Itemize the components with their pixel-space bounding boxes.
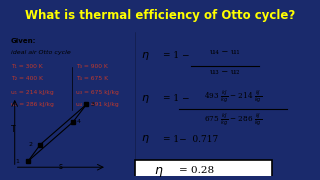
- Text: = 0.28: = 0.28: [179, 166, 214, 175]
- Text: u₃ = 675 kJ/kg: u₃ = 675 kJ/kg: [76, 90, 119, 95]
- Text: T₁ = 300 K: T₁ = 300 K: [11, 64, 43, 69]
- Text: $\eta$: $\eta$: [141, 133, 150, 145]
- Text: 675 $\frac{kJ}{kg}$ − 286 $\frac{kJ}{kg}$: 675 $\frac{kJ}{kg}$ − 286 $\frac{kJ}{kg}…: [204, 112, 262, 129]
- Text: ideal air Otto cycle: ideal air Otto cycle: [11, 50, 71, 55]
- Text: u₃ − u₂: u₃ − u₂: [211, 68, 240, 76]
- Text: = 1 −: = 1 −: [163, 51, 190, 60]
- Text: $\eta$: $\eta$: [141, 50, 150, 62]
- Text: $\eta$: $\eta$: [154, 165, 163, 179]
- Text: u₂ = 286 kJ/kg: u₂ = 286 kJ/kg: [11, 102, 54, 107]
- Text: u₁ = 214 kJ/kg: u₁ = 214 kJ/kg: [11, 90, 54, 95]
- Text: What is thermal efficiency of Otto cycle?: What is thermal efficiency of Otto cycle…: [25, 9, 295, 22]
- Text: 4: 4: [77, 119, 81, 124]
- Text: = 1−  0.717: = 1− 0.717: [163, 135, 218, 144]
- Text: 1: 1: [16, 159, 20, 164]
- FancyBboxPatch shape: [135, 160, 272, 180]
- Text: s: s: [59, 162, 63, 171]
- Text: 8: 8: [158, 169, 162, 175]
- Text: 2: 2: [28, 142, 32, 147]
- Text: u₄ − u₁: u₄ − u₁: [210, 48, 240, 56]
- Text: = 1 −: = 1 −: [163, 94, 190, 103]
- Text: 3: 3: [91, 102, 94, 107]
- Text: 493 $\frac{kJ}{kg}$ − 214 $\frac{kJ}{kg}$: 493 $\frac{kJ}{kg}$ − 214 $\frac{kJ}{kg}…: [204, 90, 262, 106]
- Text: T₃ = 900 K: T₃ = 900 K: [76, 64, 108, 69]
- Text: T₂ = 400 K: T₂ = 400 K: [11, 76, 43, 81]
- Text: T₄ = 675 K: T₄ = 675 K: [76, 76, 108, 81]
- Text: T: T: [11, 125, 15, 134]
- Text: u₄ = 491 kJ/kg: u₄ = 491 kJ/kg: [76, 102, 119, 107]
- Text: Given:: Given:: [11, 38, 36, 44]
- Text: $\eta$: $\eta$: [141, 93, 150, 105]
